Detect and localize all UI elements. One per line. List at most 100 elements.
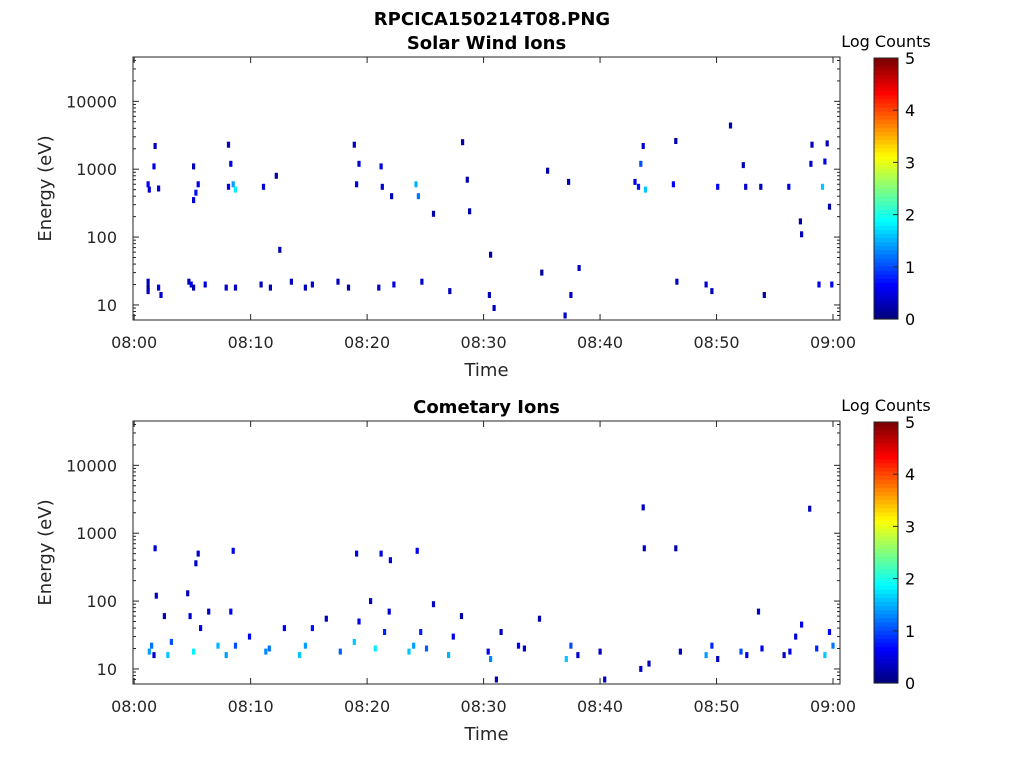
data-cell <box>224 284 228 291</box>
data-cell <box>603 676 607 683</box>
data-cell <box>377 284 381 291</box>
data-cell <box>459 613 464 620</box>
x-tick-label: 08:00 <box>111 697 157 716</box>
data-cell <box>224 652 228 659</box>
colorbar-segment <box>874 94 898 100</box>
data-cell <box>577 265 581 271</box>
colorbar-segment <box>874 74 898 79</box>
data-cell <box>264 648 268 655</box>
data-cell <box>298 652 302 659</box>
data-cell <box>412 642 416 649</box>
data-cell <box>598 648 602 655</box>
colorbar-segment <box>874 495 898 501</box>
data-cell <box>787 183 791 190</box>
x-axis-label: Time <box>463 360 508 381</box>
data-cell <box>166 652 170 659</box>
data-cell <box>392 281 396 288</box>
colorbar-segment <box>874 253 898 259</box>
colorbar-segment <box>874 172 898 177</box>
data-cell <box>563 312 567 319</box>
data-cell <box>352 141 356 148</box>
colorbar-segment <box>874 192 898 198</box>
colorbar-segment <box>874 503 898 509</box>
colorbar-segment <box>874 454 898 460</box>
data-cell <box>710 288 714 295</box>
data-cell <box>788 648 792 655</box>
colorbar-segment <box>874 212 898 218</box>
data-cell <box>576 652 580 659</box>
data-cell <box>146 181 150 188</box>
colorbar-segment <box>874 143 898 149</box>
colorbar-segment <box>874 430 898 435</box>
data-cell <box>633 178 637 185</box>
heatmap-cells <box>147 504 835 683</box>
data-cell <box>203 281 207 288</box>
colorbar-segment <box>874 593 898 598</box>
data-cell <box>153 143 157 149</box>
colorbar-segment <box>874 536 898 541</box>
colorbar-tick-label: 4 <box>905 101 915 120</box>
data-cell <box>744 183 748 190</box>
data-cell <box>154 592 158 599</box>
data-cell <box>823 652 827 659</box>
data-cell <box>486 648 490 655</box>
colorbar-segment <box>874 249 898 255</box>
data-cell <box>194 560 198 567</box>
data-cell <box>150 642 154 649</box>
colorbar-segment <box>874 261 898 267</box>
data-cell <box>489 251 493 258</box>
data-cell <box>823 158 827 165</box>
colorbar-segment <box>874 581 898 586</box>
data-cell <box>379 550 383 557</box>
colorbar-tick-label: 3 <box>905 517 915 536</box>
colorbar-segment <box>874 164 898 169</box>
colorbar-tick-label: 5 <box>905 413 915 432</box>
colorbar-segment <box>874 475 898 480</box>
data-cell <box>231 181 235 188</box>
data-cell <box>567 178 571 185</box>
colorbar-tick-label: 0 <box>905 674 915 693</box>
colorbar-segment <box>874 168 898 173</box>
colorbar-segment <box>874 629 898 635</box>
colorbar-segment <box>874 106 898 112</box>
data-cell <box>157 284 161 291</box>
data-cell <box>537 615 542 622</box>
data-cell <box>448 288 452 295</box>
data-cell <box>146 284 150 291</box>
data-cell <box>641 143 645 149</box>
data-cell <box>186 590 190 597</box>
x-tick-label: 09:00 <box>810 697 856 716</box>
colorbar-tick-label: 2 <box>905 206 915 225</box>
data-cell <box>196 550 200 557</box>
data-cell <box>278 246 282 253</box>
data-cell <box>380 183 384 190</box>
data-cell <box>569 292 573 298</box>
data-cell <box>310 281 314 288</box>
figure-title: RPCICA150214T08.PNG <box>374 9 610 30</box>
data-cell <box>169 638 173 645</box>
data-cell <box>468 208 472 215</box>
data-cell <box>809 160 813 167</box>
data-cell <box>188 613 192 620</box>
colorbar-segment <box>874 556 898 562</box>
colorbar-label: Log Counts <box>841 32 931 51</box>
data-cell <box>146 278 150 285</box>
colorbar-segment <box>874 519 898 525</box>
colorbar-segment <box>874 115 898 120</box>
panel-title: Cometary Ions <box>413 397 560 418</box>
data-cell <box>639 665 643 672</box>
data-cell <box>831 642 835 649</box>
colorbar-segment <box>874 654 898 660</box>
colorbar-segment <box>874 221 898 226</box>
data-cell <box>387 608 391 615</box>
colorbar-segment <box>874 290 898 296</box>
colorbar-segment <box>874 111 898 116</box>
data-cell <box>216 642 220 649</box>
data-cell <box>338 648 342 655</box>
heatmap-cells <box>146 122 834 319</box>
data-cell <box>678 648 682 655</box>
data-cell <box>194 189 198 196</box>
colorbar-tick-label: 5 <box>905 49 915 68</box>
colorbar-segment <box>874 302 898 308</box>
